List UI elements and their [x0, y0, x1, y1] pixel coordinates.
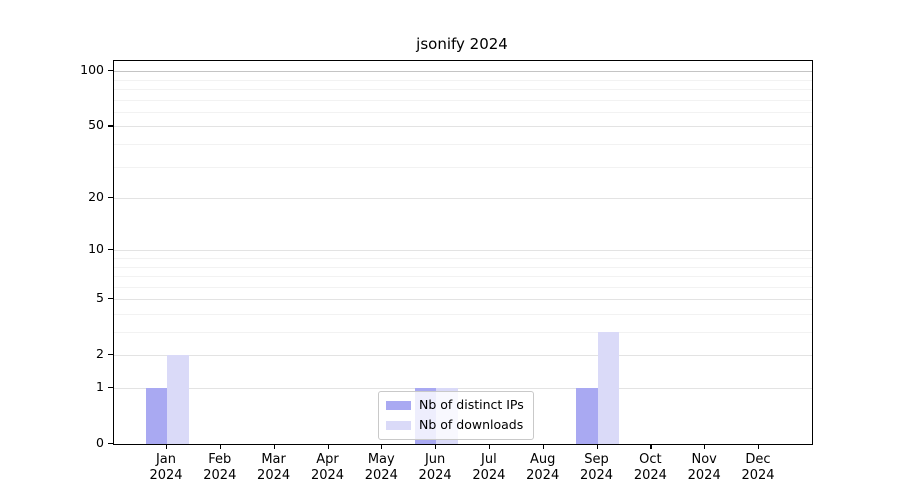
- y-tick-mark: [108, 443, 113, 445]
- y-tick-label: 0: [96, 435, 104, 450]
- legend: Nb of distinct IPs Nb of downloads: [378, 391, 534, 440]
- minor-gridline: [114, 144, 812, 145]
- minor-gridline: [114, 111, 812, 113]
- minor-gridline: [114, 266, 812, 268]
- major-gridline: [114, 388, 812, 389]
- legend-entry: Nb of distinct IPs: [386, 397, 524, 413]
- y-tick-mark: [108, 354, 113, 356]
- minor-gridline: [114, 166, 812, 168]
- bar-distinct-ips: [145, 388, 167, 444]
- minor-gridline: [114, 89, 812, 90]
- x-tick-mark: [166, 444, 168, 449]
- x-tick-label: Mar 2024: [257, 452, 291, 483]
- minor-gridline: [114, 276, 812, 277]
- major-gridline: [114, 71, 812, 73]
- y-tick-mark: [108, 125, 113, 127]
- y-tick-mark: [108, 387, 113, 389]
- x-tick-label: Apr 2024: [310, 452, 345, 483]
- y-tick-mark: [108, 70, 113, 72]
- major-gridline: [114, 198, 812, 200]
- minor-gridline: [114, 286, 812, 288]
- minor-gridline: [114, 314, 812, 315]
- bar-distinct-ips: [576, 388, 598, 444]
- x-tick-label: Sep 2024: [579, 452, 614, 483]
- x-tick-label: Jul 2024: [472, 452, 506, 483]
- minor-gridline: [114, 99, 812, 101]
- y-tick-label: 1: [96, 379, 104, 394]
- plot-area: Nb of distinct IPs Nb of downloads: [113, 60, 813, 445]
- x-tick-mark: [596, 444, 598, 449]
- x-tick-mark: [488, 444, 491, 449]
- x-tick-label: Dec 2024: [741, 452, 775, 483]
- y-tick-mark: [108, 298, 113, 300]
- x-tick-mark: [542, 444, 544, 449]
- legend-label: Nb of downloads: [419, 417, 524, 432]
- minor-gridline: [114, 258, 812, 259]
- y-tick-label: 5: [96, 290, 104, 306]
- x-tick-mark: [381, 444, 383, 449]
- x-tick-mark: [435, 444, 437, 449]
- major-gridline: [114, 299, 812, 301]
- y-tick-label: 100: [80, 62, 104, 78]
- x-tick-label: Feb 2024: [203, 452, 237, 483]
- y-tick-label: 20: [88, 189, 104, 205]
- x-tick-mark: [704, 444, 706, 449]
- x-tick-mark: [219, 444, 221, 449]
- x-tick-label: Oct 2024: [633, 452, 667, 483]
- legend-label: Nb of distinct IPs: [419, 397, 524, 412]
- x-tick-mark: [273, 444, 275, 449]
- x-tick-mark: [650, 444, 652, 449]
- x-tick-label: Jun 2024: [418, 452, 452, 483]
- legend-swatch: [386, 420, 411, 430]
- y-tick-mark: [108, 249, 113, 251]
- y-tick-label: 50: [88, 117, 104, 133]
- x-tick-mark: [758, 444, 760, 449]
- minor-gridline: [114, 332, 812, 333]
- legend-swatch: [386, 400, 411, 410]
- x-tick-label: Jan 2024: [149, 452, 183, 483]
- y-tick-label: 10: [88, 241, 104, 257]
- bar-downloads: [167, 355, 189, 444]
- x-tick-label: Nov 2024: [687, 452, 721, 483]
- bar-downloads: [597, 332, 619, 444]
- chart-title: jsonify 2024: [416, 35, 508, 53]
- major-gridline: [114, 126, 812, 128]
- minor-gridline: [114, 79, 812, 81]
- major-gridline: [114, 250, 812, 252]
- x-tick-mark: [327, 444, 329, 449]
- y-tick-label: 2: [96, 346, 104, 362]
- x-tick-label: Aug 2024: [526, 452, 560, 483]
- x-tick-label: May 2024: [364, 452, 398, 483]
- legend-entry: Nb of downloads: [386, 417, 524, 433]
- y-tick-mark: [108, 197, 113, 199]
- major-gridline: [114, 355, 812, 357]
